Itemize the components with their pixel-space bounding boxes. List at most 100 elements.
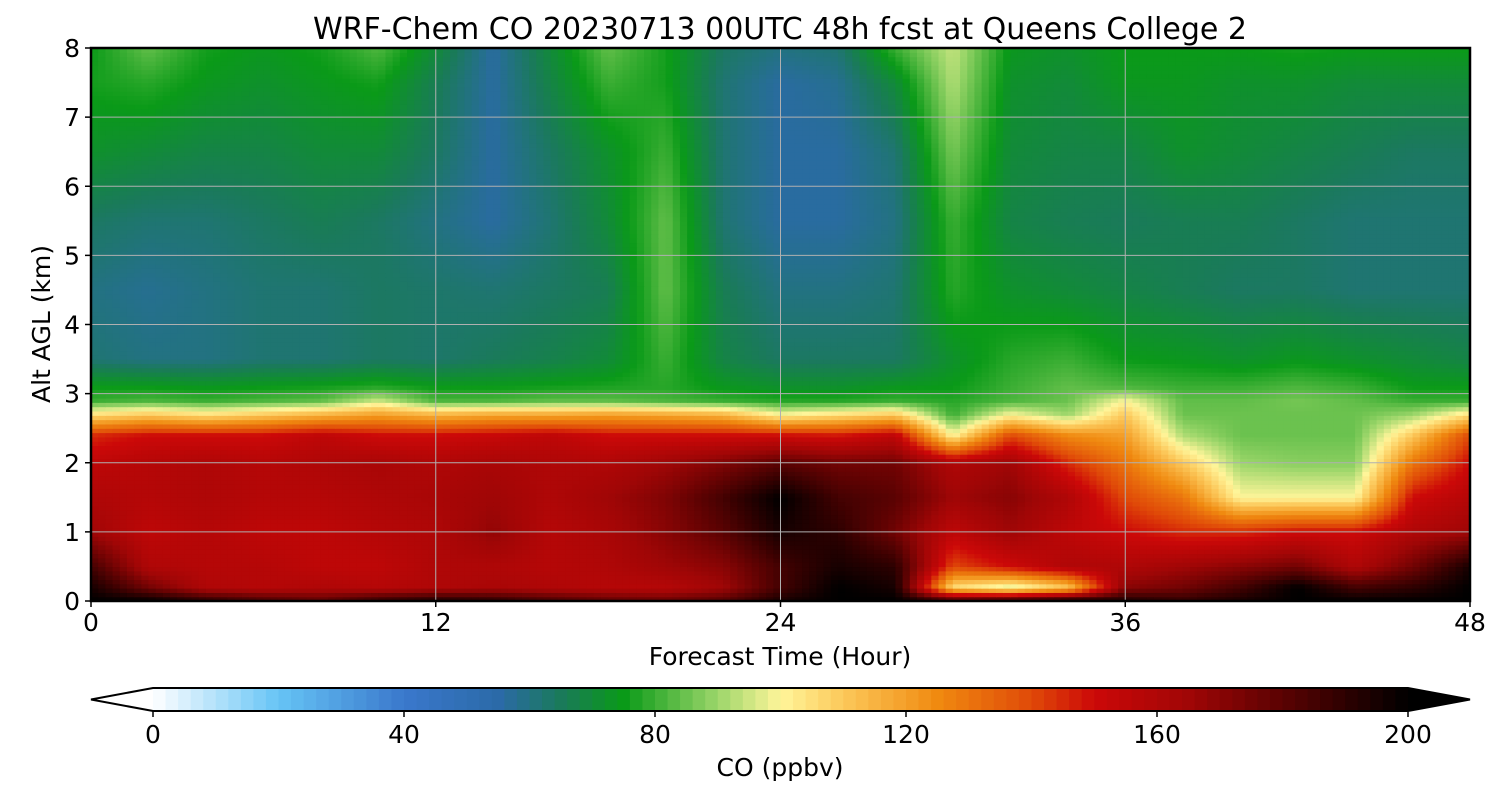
heat-cell [1304,540,1313,546]
heat-cell [751,544,760,550]
heat-cell [292,575,300,580]
heat-cell [572,570,580,576]
heat-cell [1067,518,1076,524]
heat-cell [1426,497,1435,503]
heat-cell [407,505,415,511]
heat-cell [1153,518,1162,524]
heat-cell [1046,575,1055,580]
heat-cell [694,540,703,546]
heat-cell [91,488,99,494]
heat-cell [1168,557,1177,563]
heat-cell [1003,575,1011,580]
heat-cell [723,540,731,546]
heat-cell [478,575,487,580]
heat-cell [521,575,530,580]
heat-cell [328,518,336,524]
heat-cell [313,579,322,585]
heat-cell [220,540,229,546]
heat-cell [787,488,796,494]
heat-cell [924,527,932,533]
heat-cell [816,536,825,542]
heat-cell [148,549,157,555]
heat-cell [694,596,703,601]
heat-cell [256,553,264,559]
heat-cell [665,583,674,589]
heat-cell [845,488,853,494]
heat-cell [909,557,918,563]
heat-cell [170,579,178,585]
heat-cell [256,531,264,537]
heat-cell [162,492,171,498]
heat-cell [1283,488,1292,494]
heat-cell [608,549,616,555]
heat-cell [464,579,473,585]
heat-cell [622,557,631,563]
heat-cell [780,566,789,572]
heat-cell [457,540,466,546]
heat-cell [306,514,315,520]
heat-cell [1003,527,1011,533]
heat-cell [1232,505,1241,511]
heat-cell [1118,575,1126,580]
heat-cell [830,497,839,503]
heat-cell [1031,562,1040,568]
heat-cell [622,583,631,589]
heat-cell [866,505,875,511]
heat-cell [220,553,229,559]
heat-cell [1168,488,1177,494]
heat-cell [1240,518,1248,524]
heat-cell [241,497,250,503]
heat-cell [428,488,437,494]
heat-cell [622,570,631,576]
heat-cell [1355,505,1363,511]
heat-cell [644,592,652,598]
heat-cell [407,557,415,563]
heat-cell [1369,544,1378,550]
heat-cell [450,514,458,520]
heat-cell [931,596,940,601]
heat-cell [435,536,444,542]
heat-cell [1003,540,1011,546]
heat-cell [1204,536,1213,542]
heat-cell [909,505,918,511]
heat-cell [1010,544,1019,550]
heat-cell [220,583,229,589]
heat-cell [299,575,308,580]
heat-cell [794,553,803,559]
heat-cell [830,488,839,494]
heat-cell [708,523,717,529]
heat-cell [543,523,552,529]
heat-cell [500,592,509,598]
heat-cell [1254,570,1263,576]
heat-cell [1039,510,1047,516]
heat-cell [1376,505,1385,511]
heat-cell [514,575,523,580]
heat-cell [1333,588,1342,593]
heat-cell [1031,518,1040,524]
heat-cell [550,488,559,494]
heat-cell [1082,549,1090,555]
heat-cell [435,510,444,516]
heat-cell [823,523,832,529]
heat-cell [1261,570,1270,576]
heat-cell [952,562,961,568]
heat-cell [328,557,336,563]
heat-cell [916,514,925,520]
heat-cell [723,596,731,601]
heat-cell [249,518,257,524]
heat-cell [1283,588,1292,593]
heat-cell [1074,592,1083,598]
heat-cell [177,579,185,585]
heat-cell [787,492,796,498]
heat-cell [277,518,286,524]
heat-cell [859,518,868,524]
heat-cell [1067,523,1076,529]
heat-cell [916,540,925,546]
heat-cell [995,588,1004,593]
heat-cell [802,492,810,498]
heat-cell [1261,531,1270,537]
heat-cell [701,523,710,529]
heat-cell [766,514,774,520]
heat-cell [543,588,552,593]
heat-cell [687,518,695,524]
